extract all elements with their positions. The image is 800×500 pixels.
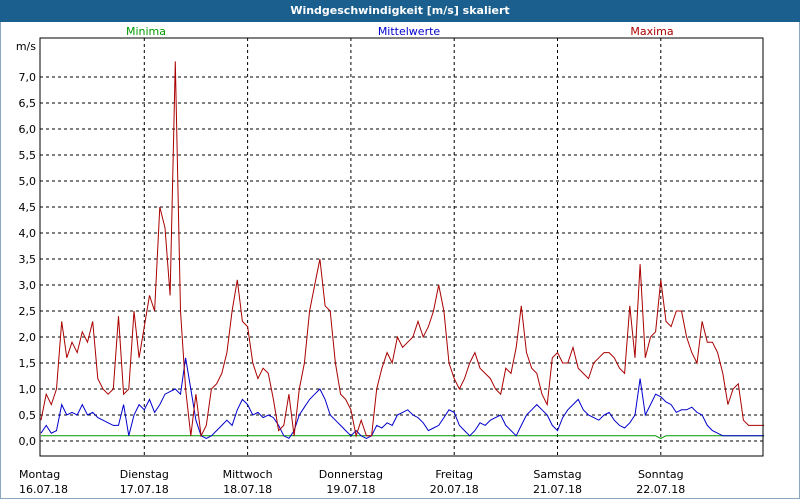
y-tick-label: 6,0: [19, 123, 37, 136]
grid-lines: [40, 38, 763, 456]
series-line-maxima: [40, 61, 765, 438]
x-tick-date: 17.07.18: [120, 483, 169, 496]
series-lines: [40, 61, 765, 440]
x-tick-day: Mittwoch: [223, 468, 273, 481]
y-axis-label: m/s: [16, 40, 36, 53]
y-tick-label: 0,5: [19, 409, 37, 422]
legend: Minima Mittelwerte Maxima: [126, 25, 674, 38]
x-tick-day: Dienstag: [120, 468, 169, 481]
x-tick-day: Samstag: [533, 468, 581, 481]
y-tick-label: 3,5: [19, 253, 37, 266]
x-tick-date: 19.07.18: [326, 483, 375, 496]
y-axis-ticks: 0,0 0,5 1,0 1,5 2,0 2,5 3,0 3,5 4,0 4,5 5,0 5,5 6,0 6…: [16, 40, 36, 448]
x-tick-date: 18.07.18: [223, 483, 272, 496]
x-tick-day: Donnerstag: [319, 468, 383, 481]
x-tick-day: Montag: [19, 468, 60, 481]
chart-title-bar: Windgeschwindigkeit [m/s] skaliert: [0, 0, 800, 22]
chart-title: Windgeschwindigkeit [m/s] skaliert: [290, 4, 510, 17]
y-tick-label: 1,5: [19, 357, 37, 370]
y-tick-label: 0,0: [19, 435, 37, 448]
x-tick-date: 20.07.18: [430, 483, 479, 496]
y-tick-label: 4,5: [19, 201, 37, 214]
legend-entry-minima: Minima: [126, 25, 166, 38]
y-tick-label: 7,0: [19, 71, 37, 84]
x-tick-date: 22.07.18: [636, 483, 685, 496]
y-tick-label: 1,0: [19, 383, 37, 396]
x-tick-date: 16.07.18: [19, 483, 68, 496]
y-tick-label: 3,0: [19, 279, 37, 292]
y-tick-label: 5,0: [19, 175, 37, 188]
x-tick-day: Freitag: [435, 468, 473, 481]
legend-entry-mittelwerte: Mittelwerte: [378, 25, 441, 38]
y-tick-label: 2,5: [19, 305, 37, 318]
y-tick-label: 5,5: [19, 149, 37, 162]
x-tick-date: 21.07.18: [533, 483, 582, 496]
series-line-mittelwerte: [40, 357, 765, 440]
y-tick-label: 4,0: [19, 227, 37, 240]
plot-area-border: [39, 37, 764, 457]
legend-entry-maxima: Maxima: [630, 25, 673, 38]
y-tick-label: 2,0: [19, 331, 37, 344]
y-tick-label: 6,5: [19, 97, 37, 110]
series-line-minima: [41, 435, 765, 439]
x-tick-day: Sonntag: [638, 468, 684, 481]
x-axis-ticks: Montag 16.07.18 Dienstag 17.07.18 Mittwoch 18…: [19, 468, 685, 496]
